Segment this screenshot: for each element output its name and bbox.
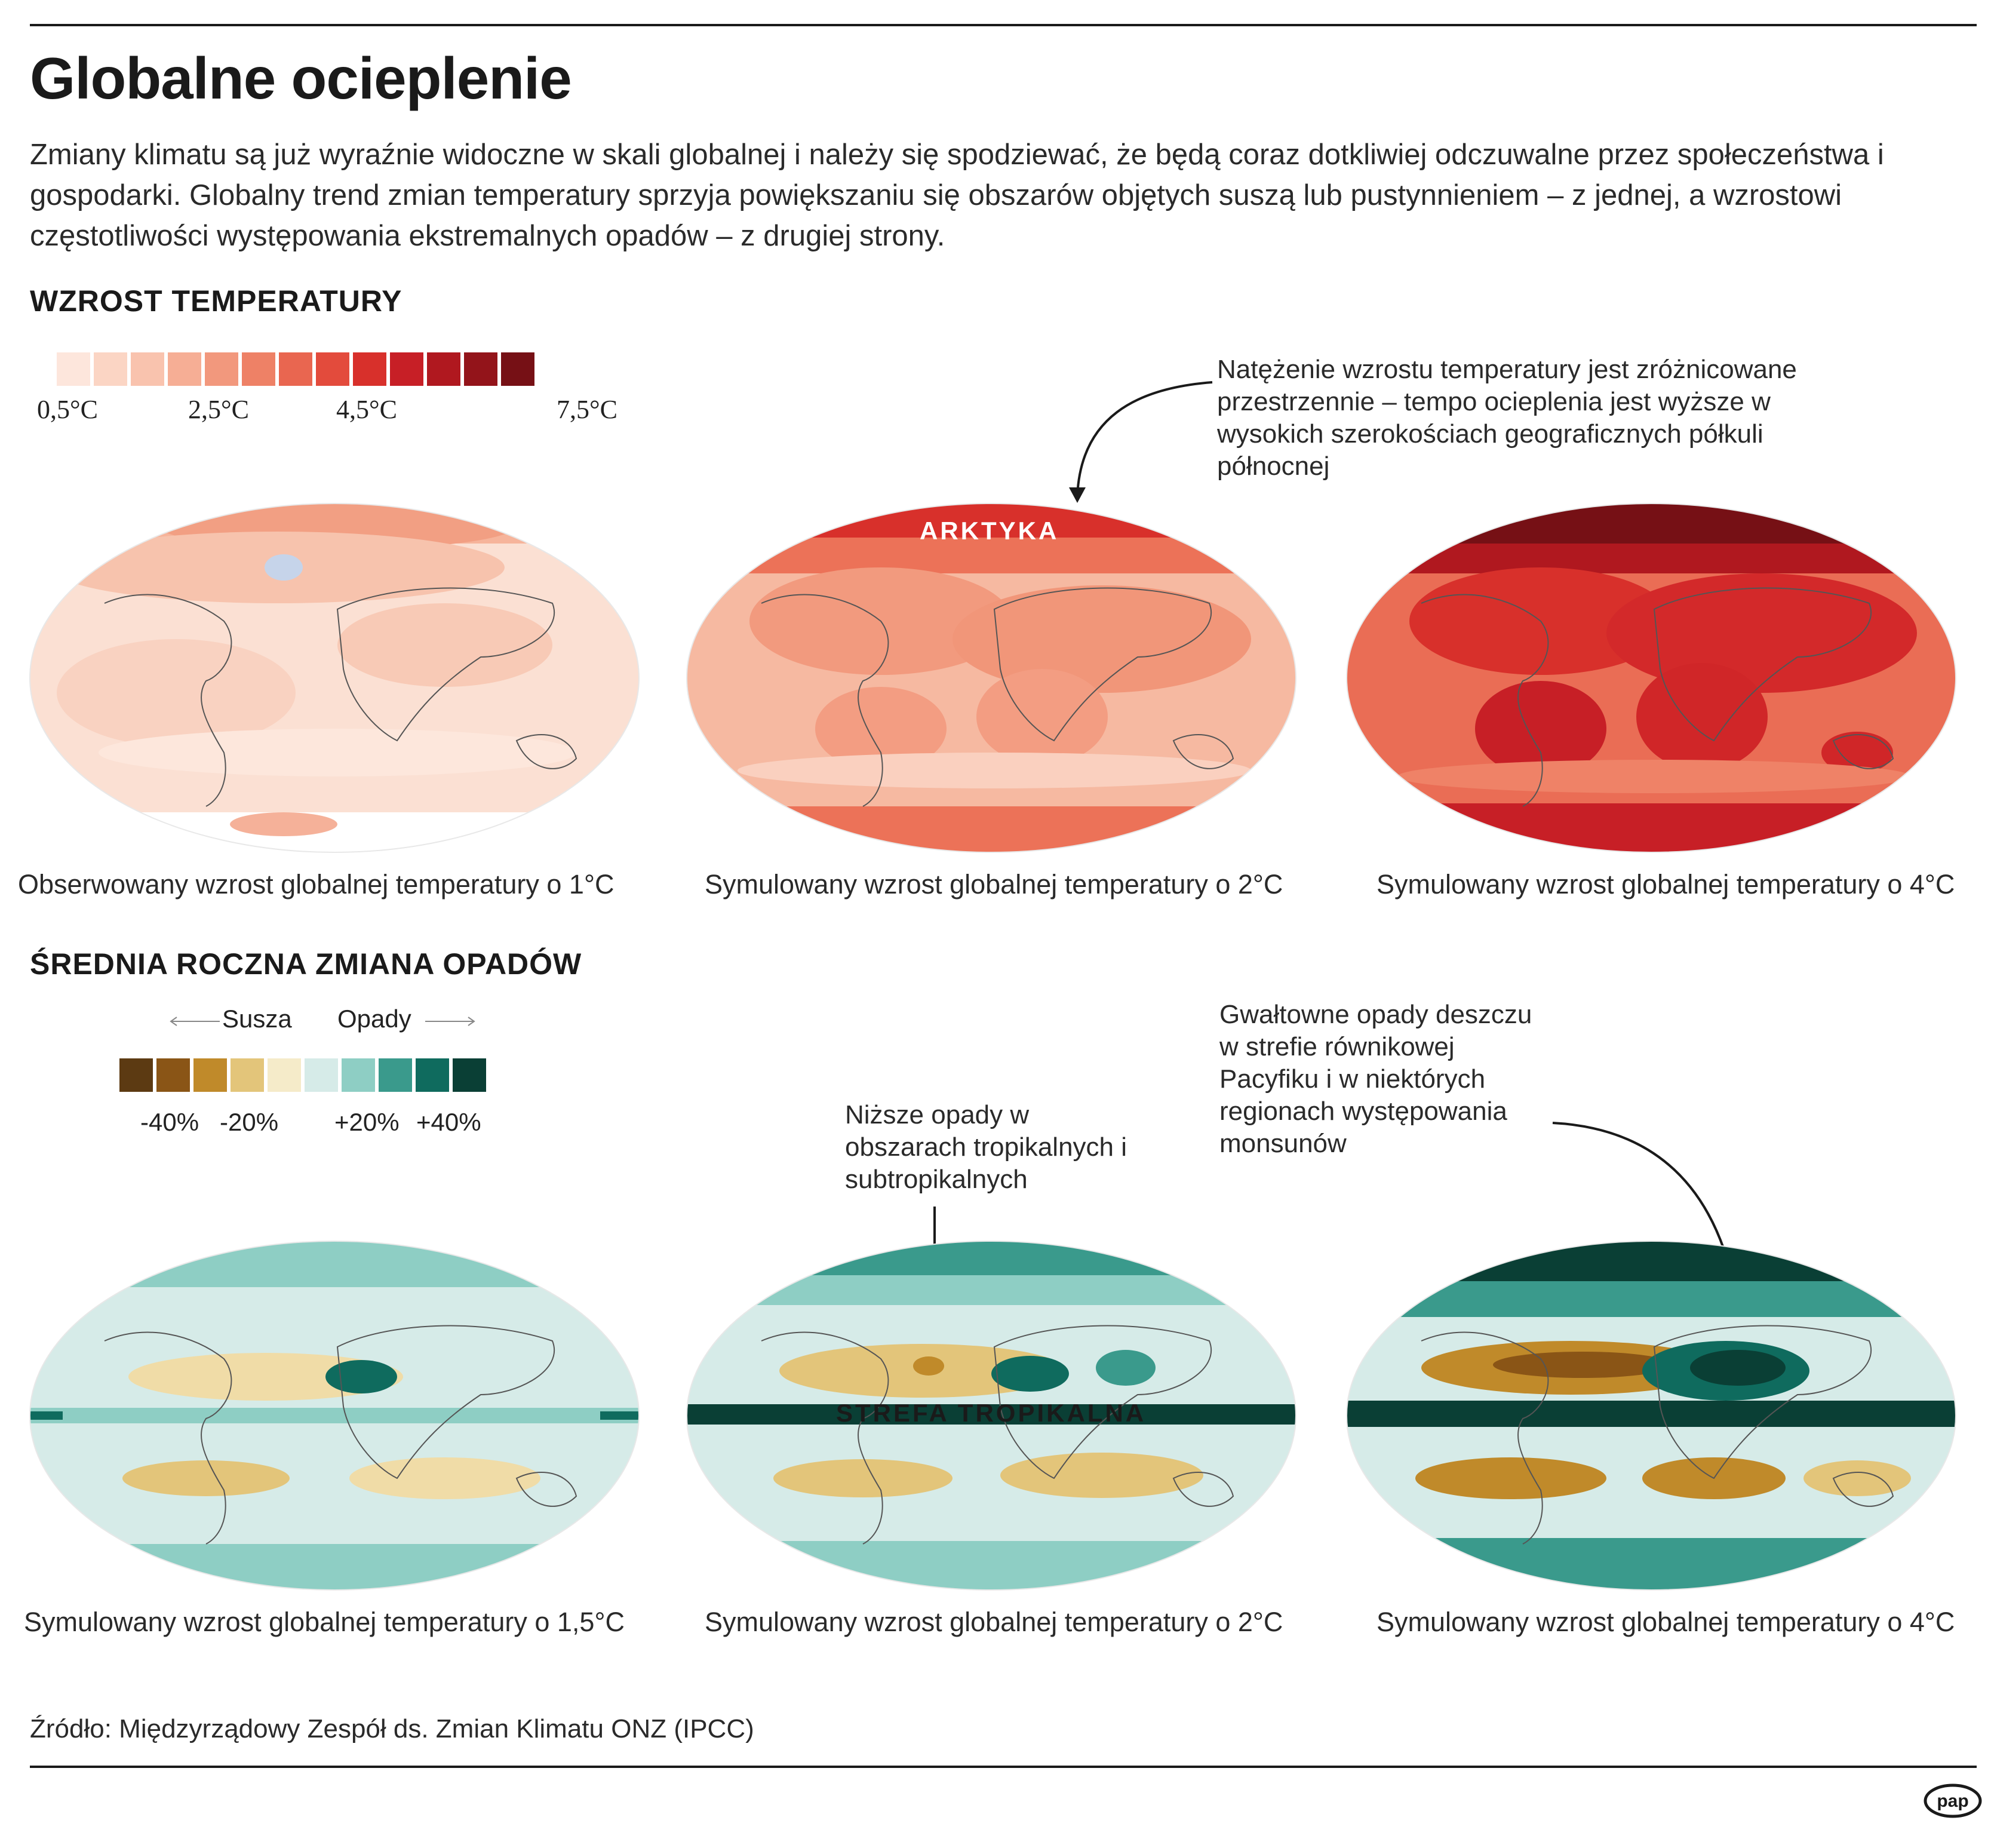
precip-caption-3: Symulowany wzrost globalnej temperatury … xyxy=(1377,1607,1955,1637)
intro-text: Zmiany klimatu są już wyraźnie widoczne … xyxy=(30,139,1884,252)
temp-tick-0: 0,5°C xyxy=(37,395,98,424)
precip-swatch-0 xyxy=(119,1058,153,1092)
precip-swatch-6 xyxy=(342,1058,375,1092)
bottom-rule xyxy=(30,1766,1977,1768)
temp-tick-2: 4,5°C xyxy=(336,395,397,424)
precip-swatch-7 xyxy=(379,1058,412,1092)
temp-swatch-0 xyxy=(57,352,90,386)
source-text: Źródło: Międzyrządowy Zespół ds. Zmian K… xyxy=(30,1714,754,1743)
arktyka-arrow xyxy=(1069,381,1213,503)
temp-swatch-7 xyxy=(316,352,349,386)
precip-tick-1: -20% xyxy=(220,1108,279,1136)
arrow-left-icon xyxy=(170,1017,220,1026)
page-title: Globalne ocieplenie xyxy=(30,45,572,111)
temp-swatch-10 xyxy=(427,352,460,386)
precipitation-legend xyxy=(119,1058,508,1092)
temp-map-4c xyxy=(1346,503,1956,853)
temp-swatch-2 xyxy=(131,352,164,386)
temp-swatch-3 xyxy=(168,352,201,386)
temp-swatch-11 xyxy=(464,352,497,386)
precip-map-1-5c xyxy=(29,1241,640,1591)
precip-caption-2: Symulowany wzrost globalnej temperatury … xyxy=(705,1607,1283,1637)
precip-swatch-1 xyxy=(156,1058,190,1092)
temp-caption-3: Symulowany wzrost globalnej temperatury … xyxy=(1377,869,1955,900)
temp-map-2c xyxy=(686,503,1296,853)
tropical-zone-label: STREFA TROPIKALNA xyxy=(836,1399,1147,1427)
tropics-annotation: Niższe opady w obszarach tropikalnych i … xyxy=(845,1100,1127,1194)
temp-tick-3: 7,5°C xyxy=(557,395,617,424)
temp-map-1c xyxy=(29,503,640,853)
temp-swatch-5 xyxy=(242,352,275,386)
temperature-legend xyxy=(57,352,612,386)
precip-swatch-8 xyxy=(416,1058,449,1092)
pap-logo: pap xyxy=(1924,1783,1982,1818)
precip-tick-0: -40% xyxy=(140,1108,199,1136)
precip-caption-1: Symulowany wzrost globalnej temperatury … xyxy=(24,1607,625,1637)
svg-text:pap: pap xyxy=(1937,1791,1968,1811)
temp-caption-1: Obserwowany wzrost globalnej temperatury… xyxy=(18,869,614,900)
precip-swatch-2 xyxy=(193,1058,227,1092)
precipitation-heading: ŚREDNIA ROCZNA ZMIANA OPADÓW xyxy=(30,947,582,981)
temp-swatch-8 xyxy=(353,352,386,386)
arktyka-label: ARKTYKA xyxy=(920,517,1059,545)
precip-tick-2: +20% xyxy=(334,1108,400,1136)
precip-map-4c xyxy=(1346,1241,1956,1591)
precip-tick-3: +40% xyxy=(416,1108,481,1136)
legend-rain-label: Opady xyxy=(337,1005,411,1033)
precip-swatch-4 xyxy=(268,1058,301,1092)
arrow-right-icon xyxy=(425,1017,475,1026)
temperature-heading: WZROST TEMPERATURY xyxy=(30,284,402,318)
temp-swatch-9 xyxy=(390,352,423,386)
temp-swatch-1 xyxy=(94,352,127,386)
top-rule xyxy=(30,24,1977,26)
temp-tick-1: 2,5°C xyxy=(188,395,249,424)
temp-caption-2: Symulowany wzrost globalnej temperatury … xyxy=(705,869,1283,900)
temp-swatch-6 xyxy=(279,352,312,386)
temp-swatch-12 xyxy=(501,352,534,386)
temp-swatch-4 xyxy=(205,352,238,386)
precip-swatch-3 xyxy=(231,1058,264,1092)
legend-drought-label: Susza xyxy=(222,1005,292,1033)
precip-swatch-9 xyxy=(453,1058,486,1092)
precip-map-2c xyxy=(686,1241,1296,1591)
monsoon-annotation: Gwałtowne opady deszczu w strefie równik… xyxy=(1219,1000,1532,1158)
precip-swatch-5 xyxy=(305,1058,338,1092)
temperature-annotation: Natężenie wzrostu temperatury jest zróżn… xyxy=(1217,355,1797,481)
